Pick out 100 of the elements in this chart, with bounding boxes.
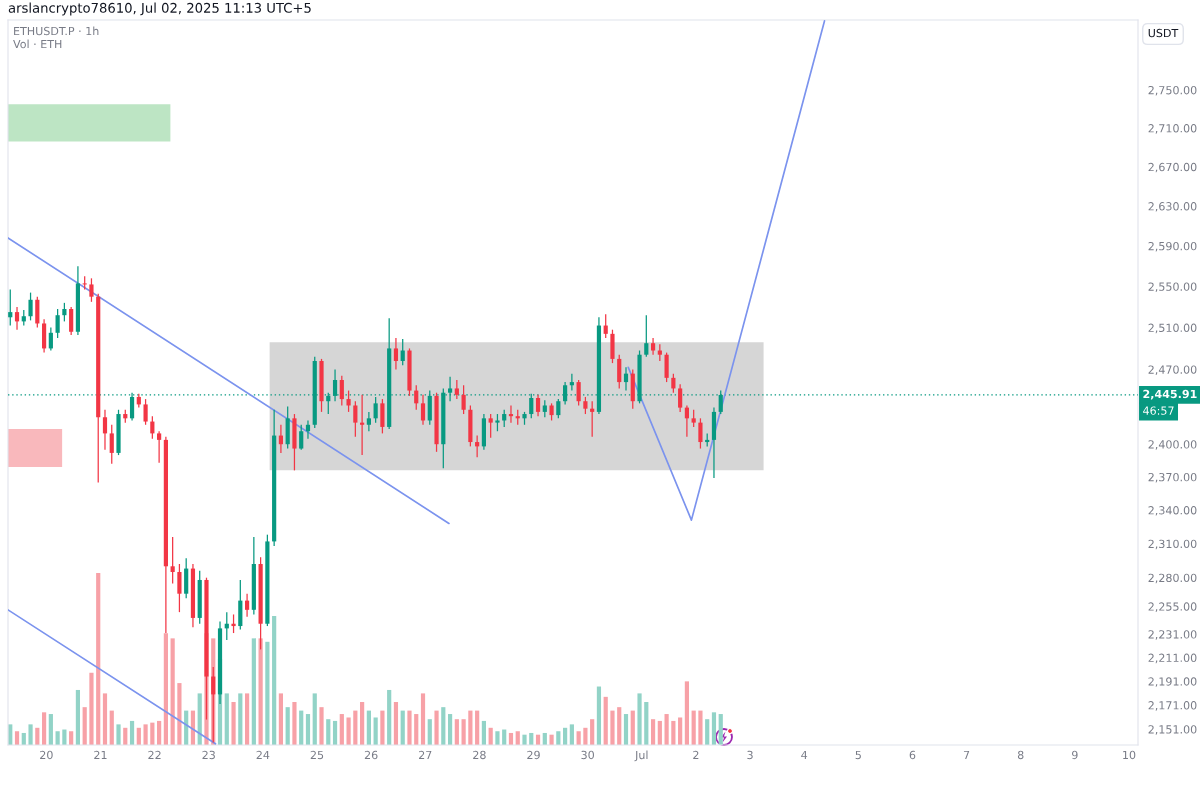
candlestick xyxy=(109,424,114,465)
y-tick-label: 2,710.00 xyxy=(1148,124,1197,134)
bar xyxy=(657,720,662,745)
bar xyxy=(312,693,317,745)
candlestick xyxy=(535,394,541,417)
bar xyxy=(718,714,723,745)
bar xyxy=(603,696,608,745)
candlestick xyxy=(62,302,67,323)
y-tick-label: 2,191.00 xyxy=(1148,677,1197,687)
bar xyxy=(197,693,202,745)
bar xyxy=(630,710,635,745)
bar xyxy=(143,724,148,745)
bar xyxy=(353,710,358,745)
bar xyxy=(427,719,432,745)
candlestick xyxy=(69,306,74,336)
bar xyxy=(285,707,290,745)
bar xyxy=(109,710,114,745)
candlestick xyxy=(8,288,13,327)
y-tick-label: 2,750.00 xyxy=(1148,85,1197,96)
bar xyxy=(447,714,453,745)
bar xyxy=(461,719,466,745)
y-tick-label: 2,400.00 xyxy=(1148,440,1197,450)
x-tick-label: 4 xyxy=(801,750,808,759)
candlestick xyxy=(488,413,493,439)
bar xyxy=(319,707,324,745)
bar xyxy=(678,717,683,745)
candlestick xyxy=(623,366,629,392)
x-tick-label: 29 xyxy=(527,750,540,760)
bar xyxy=(387,689,392,745)
bar xyxy=(380,710,385,745)
bar xyxy=(596,686,602,745)
bar xyxy=(414,714,419,745)
bar xyxy=(650,719,656,745)
bar xyxy=(28,724,33,745)
candlestick xyxy=(177,563,182,613)
y-tick-label: 2,670.00 xyxy=(1148,162,1197,173)
bar xyxy=(244,693,250,745)
bar xyxy=(292,702,297,745)
candlestick xyxy=(454,379,459,400)
bar xyxy=(691,710,696,745)
x-tick-label: 9 xyxy=(1072,750,1078,760)
candlestick xyxy=(353,400,358,438)
x-tick-label: 3 xyxy=(747,750,753,760)
bar xyxy=(157,720,162,745)
bar xyxy=(420,693,426,745)
x-tick-label: 28 xyxy=(473,750,486,760)
y-tick-label: 2,231.00 xyxy=(1148,630,1197,640)
x-tick-label: 2 xyxy=(693,750,699,759)
bar xyxy=(170,638,175,745)
bar xyxy=(468,710,473,745)
x-tick-label: 21 xyxy=(94,750,107,759)
ref-line-label: 2,445.91 xyxy=(1143,389,1197,400)
candlestick xyxy=(170,536,175,585)
bar xyxy=(481,720,487,745)
candlestick xyxy=(231,613,236,634)
bar xyxy=(590,719,595,745)
y-axis-title: USDT xyxy=(1148,28,1179,38)
candlestick xyxy=(671,373,676,394)
bar xyxy=(454,719,459,745)
y-tick-label: 2,370.00 xyxy=(1148,472,1197,483)
bar xyxy=(14,731,20,745)
x-tick-label: 22 xyxy=(148,750,161,759)
bar xyxy=(583,727,588,745)
candlestick xyxy=(617,354,622,390)
bar xyxy=(373,717,378,745)
bar xyxy=(644,702,649,745)
bar xyxy=(623,714,629,745)
y-tick-label: 2,340.00 xyxy=(1148,506,1197,516)
bar xyxy=(441,707,446,745)
y-tick-label: 2,510.00 xyxy=(1148,323,1197,334)
bar xyxy=(346,717,351,745)
bar xyxy=(177,683,182,745)
bar xyxy=(129,720,135,745)
chart-title: ETHUSDT.P · 1h xyxy=(14,26,99,36)
bar xyxy=(549,734,554,745)
candlestick xyxy=(339,375,344,407)
bar xyxy=(400,710,405,745)
x-tick-label: 20 xyxy=(40,750,53,760)
candlestick xyxy=(35,296,40,329)
candlestick xyxy=(244,593,250,618)
x-tick-label: 23 xyxy=(202,750,215,760)
bar xyxy=(522,734,527,745)
candlestick xyxy=(346,389,351,413)
x-tick-label: 25 xyxy=(310,750,324,760)
bar xyxy=(475,710,480,745)
candlestick xyxy=(420,394,426,426)
y-tick-label: 2,550.00 xyxy=(1148,282,1197,292)
text: 46:57 xyxy=(1143,406,1174,415)
bar xyxy=(705,719,710,745)
bar xyxy=(711,712,717,745)
bar xyxy=(265,641,270,745)
bar xyxy=(617,707,622,745)
bar xyxy=(326,719,331,745)
x-tick-label: Jul xyxy=(634,750,648,762)
bar xyxy=(339,714,344,745)
candlestick xyxy=(447,376,453,402)
chart-title: Vol · ETH xyxy=(13,39,62,49)
bar xyxy=(258,638,263,745)
bar xyxy=(360,702,365,745)
bar xyxy=(332,720,338,745)
